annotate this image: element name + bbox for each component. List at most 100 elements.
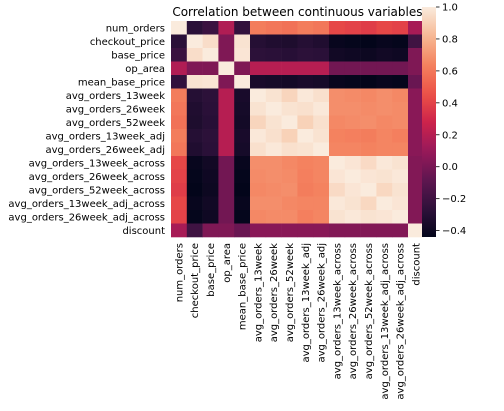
heatmap-cell: [250, 170, 266, 184]
heatmap-cell: [361, 170, 377, 184]
heatmap-cell: [345, 35, 361, 49]
heatmap-cell: [392, 210, 408, 224]
heatmap-cell: [297, 75, 313, 89]
heatmap-cell: [234, 183, 250, 197]
heatmap-cell: [266, 183, 282, 197]
heatmap-cell: [361, 143, 377, 157]
colorbar-ticks: −0.4 −0.2 0.0 0.2 0.4 0.6 0.8 1.0: [436, 3, 466, 238]
colorbar-tick-label: −0.4: [442, 226, 466, 237]
heatmap-cell: [218, 21, 234, 35]
colorbar-tick-label: 0.8: [442, 34, 458, 45]
column-label: avg_orders_26week_across: [348, 243, 359, 379]
heatmap-cell: [329, 156, 345, 170]
heatmap-cell: [297, 197, 313, 211]
heatmap-cell: [203, 102, 219, 116]
heatmap-cell: [234, 62, 250, 76]
heatmap-cell: [361, 224, 377, 238]
heatmap-cell: [234, 35, 250, 49]
heatmap-cell: [392, 156, 408, 170]
heatmap-cell: [392, 116, 408, 130]
column-label: avg_orders_26week_adj_across: [396, 243, 407, 400]
heatmap-cell: [361, 183, 377, 197]
heatmap-cell: [329, 35, 345, 49]
heatmap-cell: [171, 224, 187, 238]
heatmap-cell: [345, 62, 361, 76]
heatmap-cell: [345, 21, 361, 35]
heatmap-cell: [329, 143, 345, 157]
heatmap-cell: [408, 129, 424, 143]
column-label: avg_orders_13week_adj_across: [380, 243, 391, 400]
colorbar-tick-label: 1.0: [442, 3, 458, 14]
heatmap-cell: [313, 197, 329, 211]
heatmap-cell: [329, 62, 345, 76]
heatmap-cell: [408, 89, 424, 103]
heatmap-cell: [187, 129, 203, 143]
heatmap-cell: [376, 156, 392, 170]
heatmap-cell: [313, 183, 329, 197]
heatmap-cell: [250, 129, 266, 143]
heatmap-cell: [250, 62, 266, 76]
heatmap-cell: [313, 48, 329, 62]
heatmap-cell: [234, 210, 250, 224]
heatmap-cell: [282, 129, 298, 143]
heatmap-cell: [234, 21, 250, 35]
row-label: avg_orders_26week_across: [29, 172, 165, 183]
heatmap-cell: [203, 21, 219, 35]
heatmap-cell: [329, 89, 345, 103]
heatmap-cell: [313, 224, 329, 238]
heatmap-cell: [297, 170, 313, 184]
heatmap-cell: [171, 116, 187, 130]
heatmap-cell: [297, 210, 313, 224]
heatmap-cell: [218, 116, 234, 130]
heatmap-cell: [361, 116, 377, 130]
heatmap-cell: [266, 102, 282, 116]
column-label: avg_orders_26week_adj: [317, 243, 328, 363]
heatmap-cell: [408, 170, 424, 184]
row-label: avg_orders_13week: [66, 91, 165, 102]
heatmap-cell: [266, 75, 282, 89]
heatmap-cell: [203, 224, 219, 238]
heatmap-cell: [361, 21, 377, 35]
heatmap-cell: [408, 75, 424, 89]
column-labels: num_orders checkout_price base_price op_are…: [174, 243, 422, 400]
heatmap-cell: [171, 143, 187, 157]
heatmap-cell: [187, 48, 203, 62]
heatmap-cell: [345, 116, 361, 130]
heatmap-cell: [329, 183, 345, 197]
heatmap-cell: [250, 102, 266, 116]
colorbar-tick-label: 0.6: [442, 66, 458, 77]
row-label: avg_orders_26week: [66, 104, 165, 115]
heatmap-cell: [345, 48, 361, 62]
heatmap-cell: [376, 21, 392, 35]
row-label: avg_orders_13week_adj: [45, 131, 165, 142]
row-label: avg_orders_52week: [66, 118, 165, 129]
heatmap-cell: [329, 170, 345, 184]
heatmap-cell: [392, 75, 408, 89]
heatmap-cell: [361, 89, 377, 103]
heatmap-cell: [282, 35, 298, 49]
row-label: avg_orders_13week_adj_across: [8, 199, 165, 210]
heatmap-cell: [345, 89, 361, 103]
heatmap-cell: [408, 48, 424, 62]
heatmap-cell: [282, 183, 298, 197]
heatmap-cell: [171, 75, 187, 89]
heatmap-cell: [266, 116, 282, 130]
heatmap-cell: [376, 75, 392, 89]
heatmap-cell: [282, 89, 298, 103]
heatmap-cell: [282, 62, 298, 76]
heatmap-cell: [329, 75, 345, 89]
heatmap-cell: [392, 102, 408, 116]
heatmap-cell: [376, 89, 392, 103]
heatmap-cell: [282, 48, 298, 62]
heatmap-cell: [392, 129, 408, 143]
row-label: avg_orders_52week_across: [29, 185, 165, 196]
heatmap-cell: [361, 156, 377, 170]
heatmap-cell: [171, 183, 187, 197]
heatmap-cell: [218, 102, 234, 116]
heatmap-cell: [187, 156, 203, 170]
heatmap-cell: [203, 89, 219, 103]
heatmap-cell: [250, 156, 266, 170]
heatmap-cell: [250, 197, 266, 211]
heatmap-cell: [376, 35, 392, 49]
heatmap-cell: [250, 89, 266, 103]
